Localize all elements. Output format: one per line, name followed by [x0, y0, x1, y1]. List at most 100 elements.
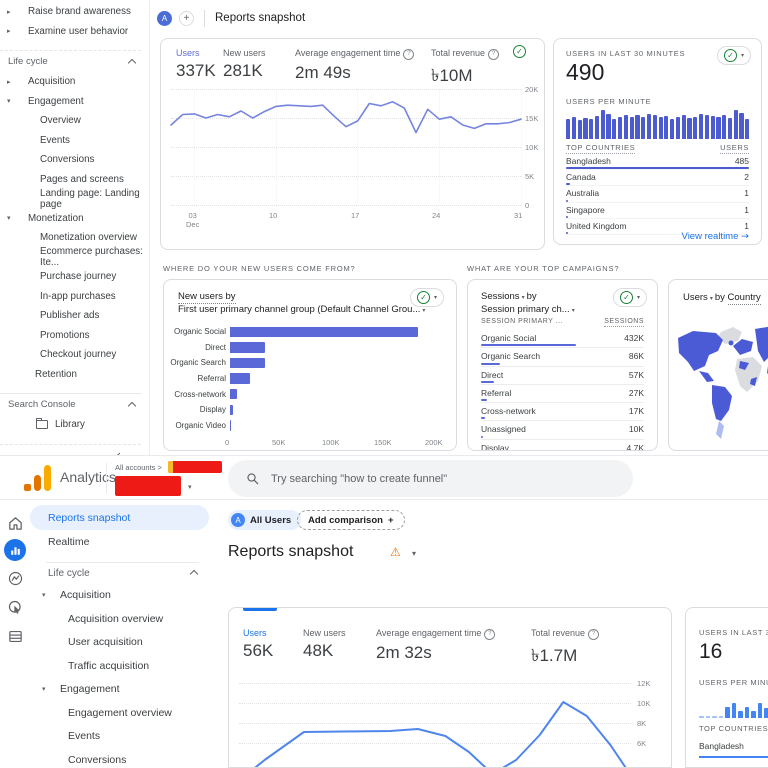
expander-down-icon[interactable]: ▾: [42, 591, 46, 600]
channel-name: Organic Social: [481, 333, 537, 343]
expander-down-icon[interactable]: ▾: [42, 685, 46, 694]
minute-bar: [566, 119, 571, 139]
x-tick: 17: [351, 211, 360, 220]
sidebar-item-retention[interactable]: Retention: [0, 365, 149, 385]
card-dimension-selector[interactable]: Session primary ch... ▾: [481, 304, 575, 315]
country-users: 1: [744, 220, 749, 231]
users-by-country-card: Users ▾ by Country: [668, 279, 768, 451]
sidebar-item-events[interactable]: Events: [0, 131, 149, 151]
warning-icon[interactable]: ⚠: [390, 545, 401, 559]
sidebar-item-events[interactable]: Events: [30, 725, 215, 749]
help-icon[interactable]: ?: [588, 628, 600, 640]
minute-bar: [722, 115, 727, 139]
snapshot-metrics-card: Users 337K New users 281K Average engage…: [160, 38, 545, 250]
users-trend-line-chart: [170, 100, 522, 134]
sidebar-item-label: Conversions: [40, 154, 95, 166]
add-comparison-button[interactable]: Add comparison +: [297, 510, 405, 530]
bar-row-display: Display: [164, 402, 446, 418]
sidebar-item-user-acquisition[interactable]: User acquisition: [30, 631, 215, 655]
sidebar-item-examine-user-behavior[interactable]: ▸ Examine user behavior: [0, 22, 149, 42]
home-icon[interactable]: [4, 512, 26, 534]
sidebar-item-traffic-acquisition[interactable]: Traffic acquisition: [30, 654, 215, 678]
sidebar-collapse-row: ‹: [0, 445, 149, 456]
sidebar-item-acquisition-overview[interactable]: Acquisition overview: [30, 607, 215, 631]
metric-new-users[interactable]: New users 48K: [303, 628, 346, 660]
sidebar-item-library[interactable]: Library: [0, 415, 149, 435]
metric-users[interactable]: Users 337K: [176, 48, 216, 80]
realtime-title: USERS IN LAST 30 MINUTES: [566, 49, 686, 58]
sidebar-item-conversions[interactable]: Conversions: [30, 748, 215, 768]
search-input[interactable]: Try searching "how to create funnel": [228, 460, 633, 497]
expander-right-icon[interactable]: ▸: [7, 7, 11, 16]
sidebar-item-acquisition[interactable]: ▸ Acquisition: [0, 72, 149, 92]
view-realtime-link[interactable]: View realtime →: [681, 231, 749, 242]
data-quality-dropdown[interactable]: ✓ ▾: [612, 288, 647, 307]
title-caret-icon[interactable]: ▾: [412, 549, 417, 558]
sessions-value: 4.7K: [626, 442, 645, 451]
collapse-chevron-icon[interactable]: [127, 58, 137, 67]
library-icon[interactable]: [4, 625, 26, 647]
sidebar-item-conversions[interactable]: Conversions: [0, 150, 149, 170]
card-title[interactable]: New users by: [178, 291, 236, 304]
sidebar-item-purchase-journey[interactable]: Purchase journey: [0, 267, 149, 287]
advertising-icon[interactable]: [4, 596, 26, 618]
help-icon[interactable]: ?: [403, 48, 415, 60]
help-icon[interactable]: ?: [484, 628, 496, 640]
breadcrumb[interactable]: All accounts >: [115, 463, 162, 472]
expander-down-icon[interactable]: ▾: [7, 97, 11, 106]
sidebar-item-label: Traffic acquisition: [68, 659, 150, 672]
sidebar-item-pages-and-screens[interactable]: Pages and screens: [0, 170, 149, 190]
collapse-sidebar-icon[interactable]: ‹: [116, 447, 121, 456]
sidebar-item-engagement[interactable]: ▾ Engagement: [0, 92, 149, 112]
sidebar-item-engagement-overview[interactable]: Engagement overview: [30, 701, 215, 725]
sidebar-item-landing-page-landing-page[interactable]: Landing page: Landing page: [0, 188, 149, 210]
sidebar-item-monetization-overview[interactable]: Monetization overview: [0, 228, 149, 248]
sidebar-item-reports-snapshot[interactable]: Reports snapshot: [30, 505, 209, 530]
card-metric-selector[interactable]: Sessions ▾ by: [481, 291, 537, 302]
minute-bar: [739, 113, 744, 139]
sidebar-item-engagement[interactable]: ▾ Engagement: [30, 678, 215, 702]
sidebar-item-label: Ecommerce purchases: Ite...: [40, 246, 143, 269]
sidebar-item-promotions[interactable]: Promotions: [0, 326, 149, 346]
sidebar-item-ecommerce-purchases-ite[interactable]: Ecommerce purchases: Ite...: [0, 246, 149, 269]
sidebar-item-raise-brand-awareness[interactable]: ▸ Raise brand awareness: [0, 2, 149, 22]
report-nav-sidebar: ▸ Raise brand awareness ▸ Examine user beha…: [0, 0, 150, 455]
sidebar-item-publisher-ads[interactable]: Publisher ads: [0, 306, 149, 326]
sidebar-item-checkout-journey[interactable]: Checkout journey: [0, 345, 149, 365]
metric-users[interactable]: Users 56K: [243, 628, 274, 660]
expander-right-icon[interactable]: ▸: [7, 27, 11, 36]
account-switcher-caret[interactable]: ▾: [188, 483, 192, 491]
metric-total-revenue[interactable]: Total revenue? ৳10M: [431, 48, 500, 91]
realtime-users-count: 490: [566, 59, 605, 85]
add-comparison-icon[interactable]: +: [179, 11, 194, 26]
sidebar-item-realtime[interactable]: Realtime: [30, 530, 215, 554]
minute-bar: [675, 117, 681, 139]
metric-avg-engagement[interactable]: Average engagement time? 2m 32s: [376, 628, 496, 663]
gridline: [171, 89, 521, 90]
explore-icon[interactable]: [4, 567, 26, 589]
all-users-chip[interactable]: A All Users: [228, 510, 302, 530]
reports-icon[interactable]: [4, 539, 26, 561]
sessions-bar: [481, 417, 485, 420]
google-analytics-logo-icon[interactable]: [24, 464, 54, 492]
sidebar-item-monetization[interactable]: ▾ Monetization: [0, 209, 149, 229]
sidebar-item-in-app-purchases[interactable]: In-app purchases: [0, 287, 149, 307]
data-quality-dropdown[interactable]: ✓ ▾: [716, 46, 751, 65]
card-dimension-selector[interactable]: First user primary channel group (Defaul…: [178, 304, 426, 315]
expander-down-icon[interactable]: ▾: [7, 214, 11, 223]
expander-right-icon[interactable]: ▸: [7, 77, 11, 86]
help-icon[interactable]: ?: [488, 48, 500, 60]
collapse-chevron-icon[interactable]: [127, 401, 137, 410]
sidebar-item-overview[interactable]: Overview: [0, 111, 149, 131]
collapse-chevron-icon[interactable]: [189, 569, 199, 579]
x-tick: 10: [269, 211, 278, 220]
metric-avg-engagement[interactable]: Average engagement time? 2m 49s: [295, 48, 415, 83]
card-title[interactable]: Users ▾ by Country: [683, 292, 761, 305]
minute-bar: [745, 119, 750, 139]
data-quality-dropdown[interactable]: ✓ ▾: [409, 288, 444, 307]
sidebar-item-acquisition[interactable]: ▾ Acquisition: [30, 584, 215, 608]
data-quality-check-icon[interactable]: ✓: [513, 45, 526, 58]
comparison-avatar[interactable]: A: [157, 11, 172, 26]
metric-new-users[interactable]: New users 281K: [223, 48, 266, 80]
metric-total-revenue[interactable]: Total revenue? ৳1.7M: [531, 628, 600, 671]
